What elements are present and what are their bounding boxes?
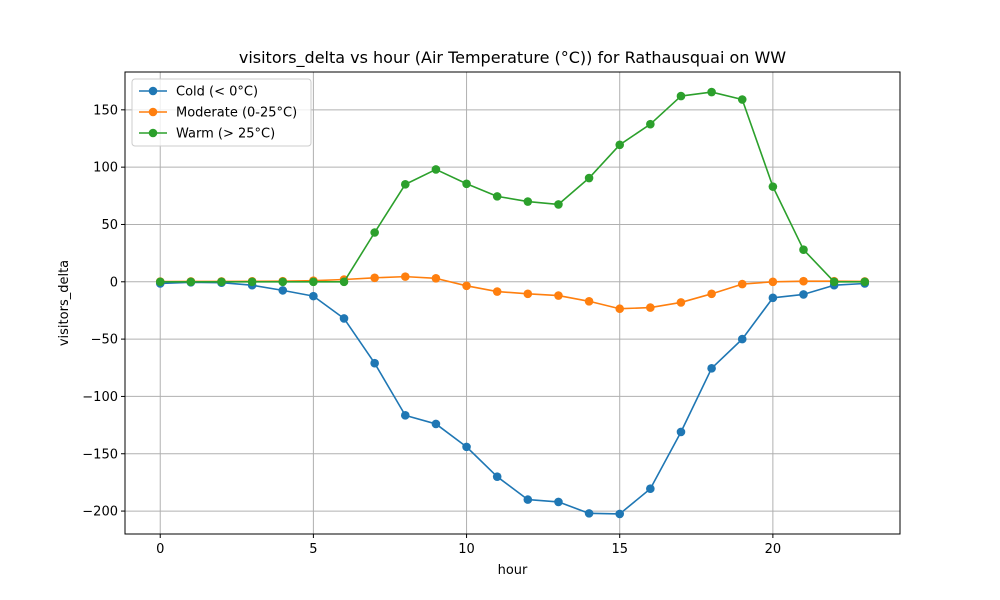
data-point (431, 165, 441, 174)
data-point (707, 87, 716, 97)
data-point (278, 286, 288, 295)
y-tick-label: 50 (101, 218, 118, 233)
y-tick-label: −50 (91, 333, 118, 348)
data-point (554, 200, 563, 209)
legend-label: Moderate (0-25°C) (176, 106, 297, 121)
data-point (615, 304, 625, 314)
y-tick-label: −200 (82, 505, 118, 520)
data-point (400, 180, 410, 189)
data-point (646, 484, 655, 494)
y-tick-label: 150 (93, 103, 118, 118)
data-point (370, 358, 379, 368)
y-axis-label: visitors_delta (57, 260, 72, 346)
data-point (492, 472, 502, 481)
data-point (584, 173, 594, 183)
data-point (799, 290, 808, 299)
x-tick-label: 5 (309, 542, 317, 557)
data-point (584, 509, 594, 518)
legend-marker (148, 86, 158, 96)
data-point (829, 277, 839, 287)
data-point (523, 289, 533, 299)
x-tick-label: 15 (611, 542, 628, 557)
data-point (584, 296, 594, 306)
data-point (431, 274, 441, 283)
chart-title: visitors_delta vs hour (Air Temperature … (239, 48, 786, 68)
data-point (737, 334, 747, 344)
data-point (370, 273, 379, 283)
data-point (554, 291, 563, 300)
data-point (186, 277, 196, 287)
data-point (523, 495, 533, 504)
data-point (799, 245, 808, 254)
y-tick-label: 100 (93, 161, 118, 176)
series-group (155, 87, 870, 519)
x-tick-label: 10 (458, 542, 475, 557)
x-tick-label: 20 (765, 542, 782, 557)
data-point (768, 293, 778, 303)
data-point (676, 91, 686, 101)
y-tick-label: 0 (110, 275, 118, 290)
data-point (492, 192, 502, 201)
data-point (707, 364, 716, 373)
data-point (646, 119, 655, 129)
data-point (523, 197, 533, 206)
data-point (492, 287, 502, 296)
y-tick-label: −150 (82, 447, 118, 462)
data-point (462, 442, 471, 452)
data-point (768, 277, 778, 287)
data-point (615, 140, 625, 150)
data-point (737, 95, 747, 104)
data-point (462, 179, 471, 189)
data-point (431, 419, 441, 429)
data-point (860, 277, 870, 287)
y-tick-label: −100 (82, 390, 118, 405)
plot-frame (124, 71, 901, 535)
data-point (370, 228, 379, 237)
data-point (400, 272, 410, 281)
data-point (462, 281, 471, 291)
legend: Cold (< 0°C) Moderate (0-25°C) Warm (> 25°… (131, 78, 312, 147)
series-0 (155, 278, 870, 519)
x-axis-label: hour (498, 563, 528, 578)
data-point (554, 497, 563, 507)
data-point (799, 276, 808, 286)
data-point (646, 303, 655, 312)
data-point (247, 277, 257, 287)
data-point (339, 314, 349, 323)
data-point (155, 277, 165, 287)
legend-marker (148, 128, 158, 138)
data-point (676, 427, 686, 437)
data-point (707, 289, 716, 299)
x-tick-label: 0 (156, 542, 164, 557)
data-point (309, 291, 318, 301)
legend-label: Warm (> 25°C) (176, 127, 275, 142)
series-1 (155, 272, 870, 314)
data-point (339, 277, 349, 287)
data-point (309, 277, 318, 287)
data-point (676, 298, 686, 307)
legend-marker (148, 107, 158, 117)
y-axis-ticks: −200 −150 −100 −50 0 50 100 150 (82, 103, 125, 520)
data-point (615, 509, 625, 519)
series-line (160, 91, 865, 283)
x-axis-ticks: 0 5 10 15 20 (156, 534, 781, 557)
legend-label: Cold (< 0°C) (176, 85, 258, 100)
data-point (278, 277, 288, 287)
series-2 (155, 87, 870, 287)
data-point (768, 182, 778, 191)
series-line (160, 281, 865, 515)
legend-box (131, 78, 312, 147)
data-point (400, 411, 410, 420)
data-point (737, 279, 747, 289)
data-point (217, 277, 226, 287)
